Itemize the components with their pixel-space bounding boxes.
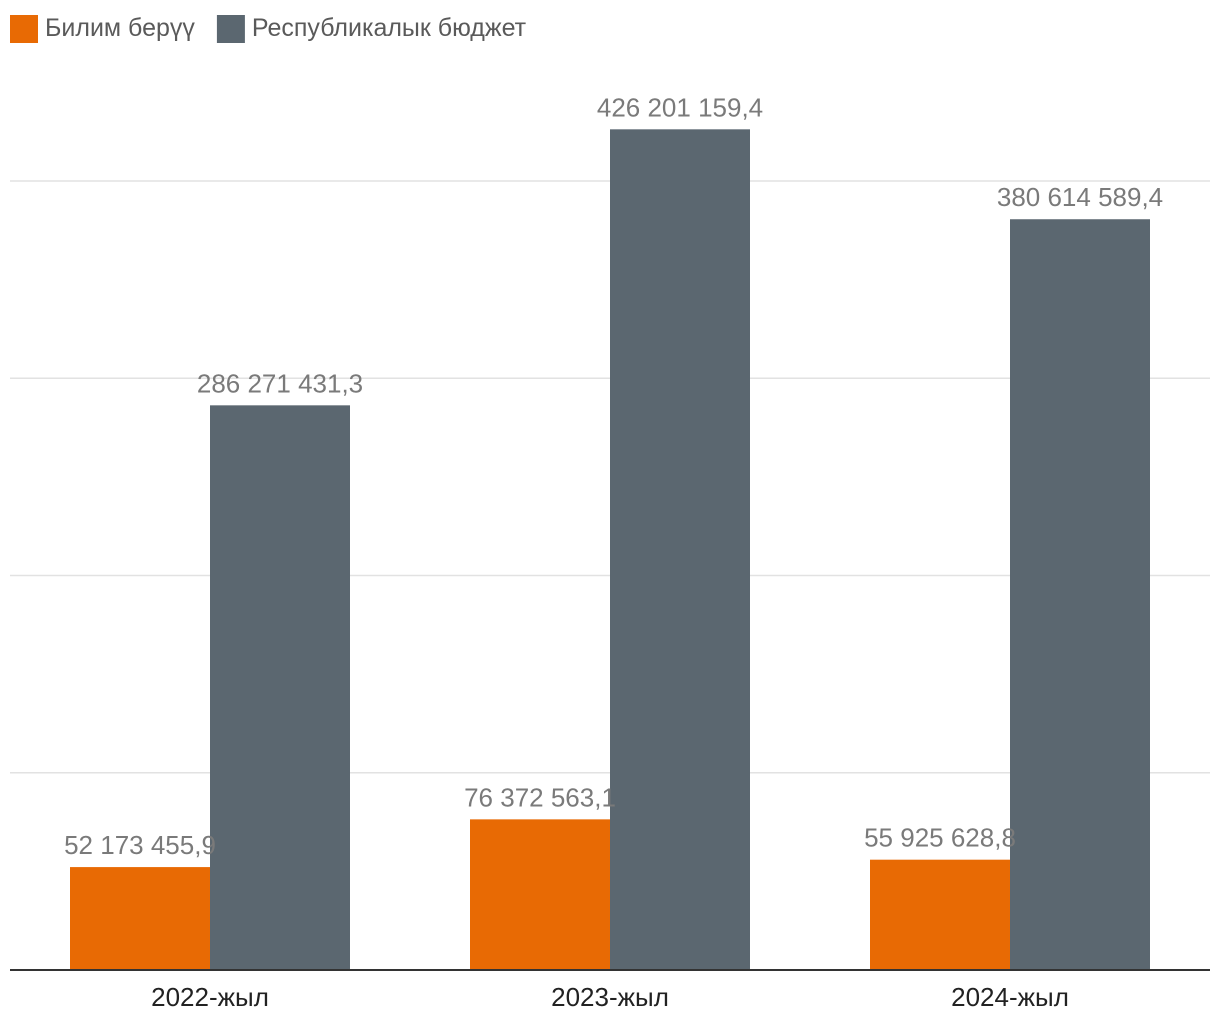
bar-series1-1 (70, 867, 210, 970)
bar-series2-3 (1010, 219, 1150, 970)
data-labels: 52 173 455,9 286 271 431,3 76 372 563,1 426… (64, 92, 1163, 860)
data-label-series1-2: 76 372 563,1 (464, 782, 616, 812)
data-label-series2-1: 286 271 431,3 (197, 368, 363, 398)
x-tick-label-3: 2024-жыл (951, 982, 1069, 1012)
legend-swatch-1 (10, 15, 38, 43)
bar-series1-2 (470, 819, 610, 970)
bar-series1-3 (870, 859, 1010, 970)
legend-item-1: Билим берүү (10, 14, 195, 43)
legend-label-1: Билим берүү (45, 14, 195, 42)
legend: Билим берүү Республикалык бюджет (10, 14, 527, 43)
legend-item-2: Республикалык бюджет (216, 14, 527, 43)
bar-series2-2 (610, 129, 750, 970)
legend-swatch-2 (216, 15, 245, 43)
x-tick-label-2: 2023-жыл (551, 982, 669, 1012)
bar-series2-1 (210, 405, 350, 970)
data-label-series2-2: 426 201 159,4 (597, 92, 763, 122)
x-axis-tick-labels: 2022-жыл 2023-жыл 2024-жыл (151, 982, 1069, 1012)
data-label-series1-1: 52 173 455,9 (64, 830, 216, 860)
bars (70, 129, 1150, 970)
data-label-series1-3: 55 925 628,8 (864, 823, 1016, 853)
legend-label-2: Республикалык бюджет (252, 14, 527, 42)
data-label-series2-3: 380 614 589,4 (997, 182, 1163, 212)
x-tick-label-1: 2022-жыл (151, 982, 269, 1012)
